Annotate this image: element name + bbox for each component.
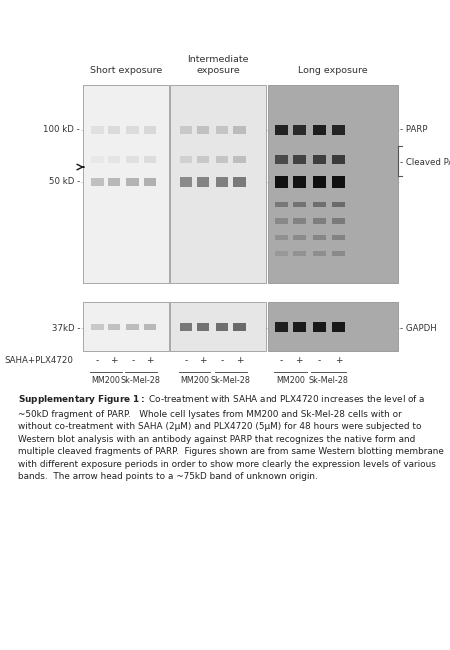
Bar xyxy=(108,126,120,134)
Bar xyxy=(332,155,345,164)
Text: Intermediate
exposure: Intermediate exposure xyxy=(188,55,249,75)
Bar xyxy=(83,84,169,283)
Bar xyxy=(313,322,326,332)
Bar xyxy=(292,202,306,207)
Bar xyxy=(274,218,288,224)
Bar xyxy=(268,302,398,351)
Bar xyxy=(332,202,345,207)
Bar xyxy=(126,178,139,186)
Bar xyxy=(274,155,288,164)
Bar xyxy=(126,156,139,162)
Bar xyxy=(83,302,169,351)
Bar xyxy=(274,176,288,187)
Bar xyxy=(313,125,326,135)
Text: - Cleaved PARP: - Cleaved PARP xyxy=(400,158,450,167)
Text: Sk-Mel-28: Sk-Mel-28 xyxy=(309,376,348,385)
Bar xyxy=(292,176,306,187)
Text: -: - xyxy=(131,356,135,365)
Bar xyxy=(144,178,156,186)
Bar xyxy=(197,155,209,162)
Bar xyxy=(197,125,209,134)
Text: +: + xyxy=(335,356,342,365)
Bar xyxy=(292,218,306,224)
Bar xyxy=(332,235,345,240)
Text: MM200: MM200 xyxy=(91,376,120,385)
Bar xyxy=(332,322,345,332)
Bar xyxy=(180,125,192,134)
Bar xyxy=(216,323,228,331)
Bar xyxy=(292,251,306,255)
Bar xyxy=(233,155,246,162)
Bar xyxy=(216,125,228,134)
Text: Short exposure: Short exposure xyxy=(90,66,162,75)
Bar xyxy=(108,178,120,186)
Bar xyxy=(274,251,288,255)
Text: Long exposure: Long exposure xyxy=(298,66,368,75)
Bar xyxy=(274,202,288,207)
Bar xyxy=(292,125,306,135)
Bar xyxy=(216,177,228,187)
Bar xyxy=(332,125,345,135)
Bar xyxy=(144,126,156,134)
Text: +: + xyxy=(296,356,303,365)
Text: +: + xyxy=(146,356,153,365)
Bar xyxy=(108,156,120,162)
Text: -: - xyxy=(318,356,321,365)
Text: -: - xyxy=(184,356,188,365)
Bar xyxy=(144,324,156,330)
Bar xyxy=(233,177,246,187)
Bar xyxy=(268,84,398,283)
Text: - GAPDH: - GAPDH xyxy=(400,324,437,333)
Text: SAHA+PLX4720: SAHA+PLX4720 xyxy=(4,356,73,365)
Bar xyxy=(180,177,192,187)
Text: Sk-Mel-28: Sk-Mel-28 xyxy=(121,376,161,385)
Text: Sk-Mel-28: Sk-Mel-28 xyxy=(211,376,250,385)
Bar xyxy=(126,126,139,134)
Bar xyxy=(332,176,345,187)
Text: +: + xyxy=(199,356,207,365)
Text: -: - xyxy=(96,356,99,365)
Bar xyxy=(91,156,104,162)
Text: +: + xyxy=(110,356,117,365)
Bar xyxy=(170,302,266,351)
Bar xyxy=(180,155,192,162)
Bar xyxy=(180,323,192,331)
Text: +: + xyxy=(236,356,243,365)
Bar xyxy=(170,84,266,283)
Text: 100 kD -: 100 kD - xyxy=(43,125,80,135)
Bar xyxy=(292,322,306,332)
Bar xyxy=(144,156,156,162)
Bar xyxy=(313,202,326,207)
Bar xyxy=(292,155,306,164)
Bar xyxy=(313,218,326,224)
Bar xyxy=(91,324,104,330)
Bar xyxy=(233,323,246,331)
Bar xyxy=(197,177,209,187)
Bar xyxy=(313,155,326,164)
Text: $\bf{Supplementary\ Figure\ 1:}$ Co-treatment with SAHA and PLX4720 increases th: $\bf{Supplementary\ Figure\ 1:}$ Co-trea… xyxy=(18,393,444,481)
Bar xyxy=(91,126,104,134)
Bar xyxy=(197,323,209,331)
Text: -: - xyxy=(279,356,283,365)
Bar xyxy=(332,218,345,224)
Text: 37kD -: 37kD - xyxy=(52,324,80,333)
Text: -: - xyxy=(220,356,224,365)
Bar xyxy=(233,125,246,134)
Bar xyxy=(91,178,104,186)
Bar xyxy=(313,235,326,240)
Bar xyxy=(313,251,326,255)
Bar xyxy=(274,125,288,135)
Bar xyxy=(274,235,288,240)
Text: 50 kD -: 50 kD - xyxy=(49,177,80,187)
Text: - PARP: - PARP xyxy=(400,125,428,135)
Text: MM200: MM200 xyxy=(180,376,209,385)
Bar xyxy=(126,324,139,330)
Text: MM200: MM200 xyxy=(276,376,305,385)
Bar xyxy=(292,235,306,240)
Bar xyxy=(216,155,228,162)
Bar xyxy=(332,251,345,255)
Bar xyxy=(108,324,120,330)
Bar xyxy=(313,176,326,187)
Bar xyxy=(274,322,288,332)
